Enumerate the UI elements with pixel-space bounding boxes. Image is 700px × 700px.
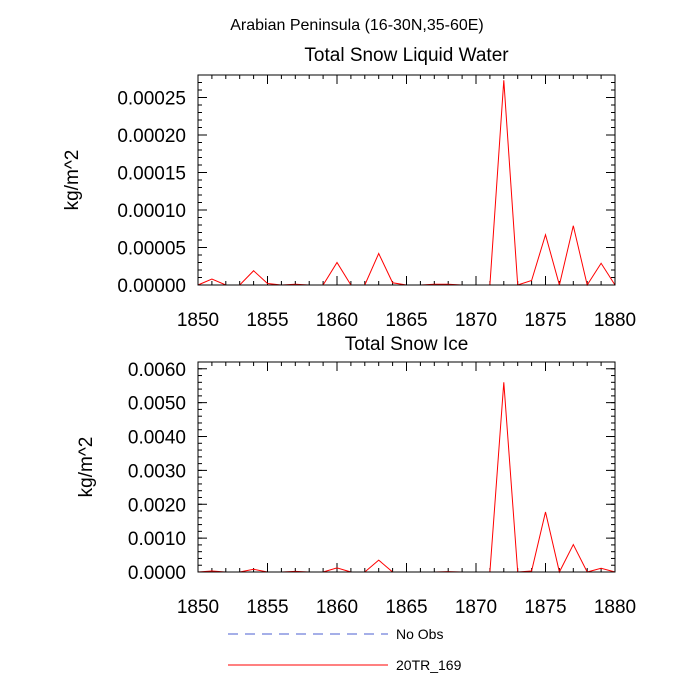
y-tick-label: 0.0010 [128, 529, 186, 550]
plot-frame [197, 361, 616, 573]
y-tick-label: 0.00020 [117, 126, 186, 147]
x-tick-label: 1855 [246, 597, 288, 618]
y-tick-label: 0.00000 [117, 276, 186, 297]
x-tick-label: 1850 [177, 310, 219, 331]
x-tick-label: 1870 [455, 597, 497, 618]
series-line [197, 382, 616, 574]
minor-ticks [197, 74, 616, 286]
series-line [197, 80, 616, 287]
y-tick-label: 0.0050 [128, 394, 186, 415]
y-tick-label: 0.0040 [128, 428, 186, 449]
y-tick-label: 0.00005 [117, 239, 186, 260]
x-tick-label: 1880 [594, 597, 636, 618]
y-tick-label: 0.00010 [117, 201, 186, 222]
figure-suptitle: Arabian Peninsula (16-30N,35-60E) [230, 17, 483, 34]
y-tick-label: 0.00015 [117, 164, 186, 185]
x-tick-label: 1850 [177, 597, 219, 618]
chart-panel-2: Total Snow Ice kg/m^2 1850 1855 1860 1865 1870… [76, 334, 636, 618]
chart-title: Total Snow Ice [345, 334, 469, 355]
y-tick-label: 0.00025 [117, 89, 186, 110]
x-tick-label: 1870 [455, 310, 497, 331]
y-tick-label: 0.0020 [128, 495, 186, 516]
plot-frame [197, 74, 616, 286]
x-tick-label: 1865 [385, 310, 427, 331]
y-tick-label: 0.0060 [128, 360, 186, 381]
x-tick-label: 1880 [594, 310, 636, 331]
legend-entry: No Obs [228, 626, 443, 642]
legend-label: No Obs [396, 626, 443, 642]
legend: No Obs 20TR_169 [228, 626, 462, 673]
legend-label: 20TR_169 [396, 657, 462, 673]
x-tick-label: 1860 [316, 310, 358, 331]
y-tick-label: 0.0000 [128, 563, 186, 584]
x-tick-label: 1875 [524, 597, 566, 618]
x-tick-label: 1860 [316, 597, 358, 618]
chart-panels: Total Snow Liquid Water kg/m^2 1850 1855 186… [62, 45, 636, 618]
x-tick-label: 1855 [246, 310, 288, 331]
y-axis-label: kg/m^2 [76, 437, 97, 498]
x-tick-label: 1865 [385, 597, 427, 618]
y-axis-label: kg/m^2 [62, 150, 83, 211]
x-tick-label: 1875 [524, 310, 566, 331]
chart-panel-1: Total Snow Liquid Water kg/m^2 1850 1855 186… [62, 45, 636, 331]
legend-entry: 20TR_169 [228, 657, 462, 673]
y-tick-label: 0.0030 [128, 461, 186, 482]
chart-title: Total Snow Liquid Water [304, 45, 509, 66]
